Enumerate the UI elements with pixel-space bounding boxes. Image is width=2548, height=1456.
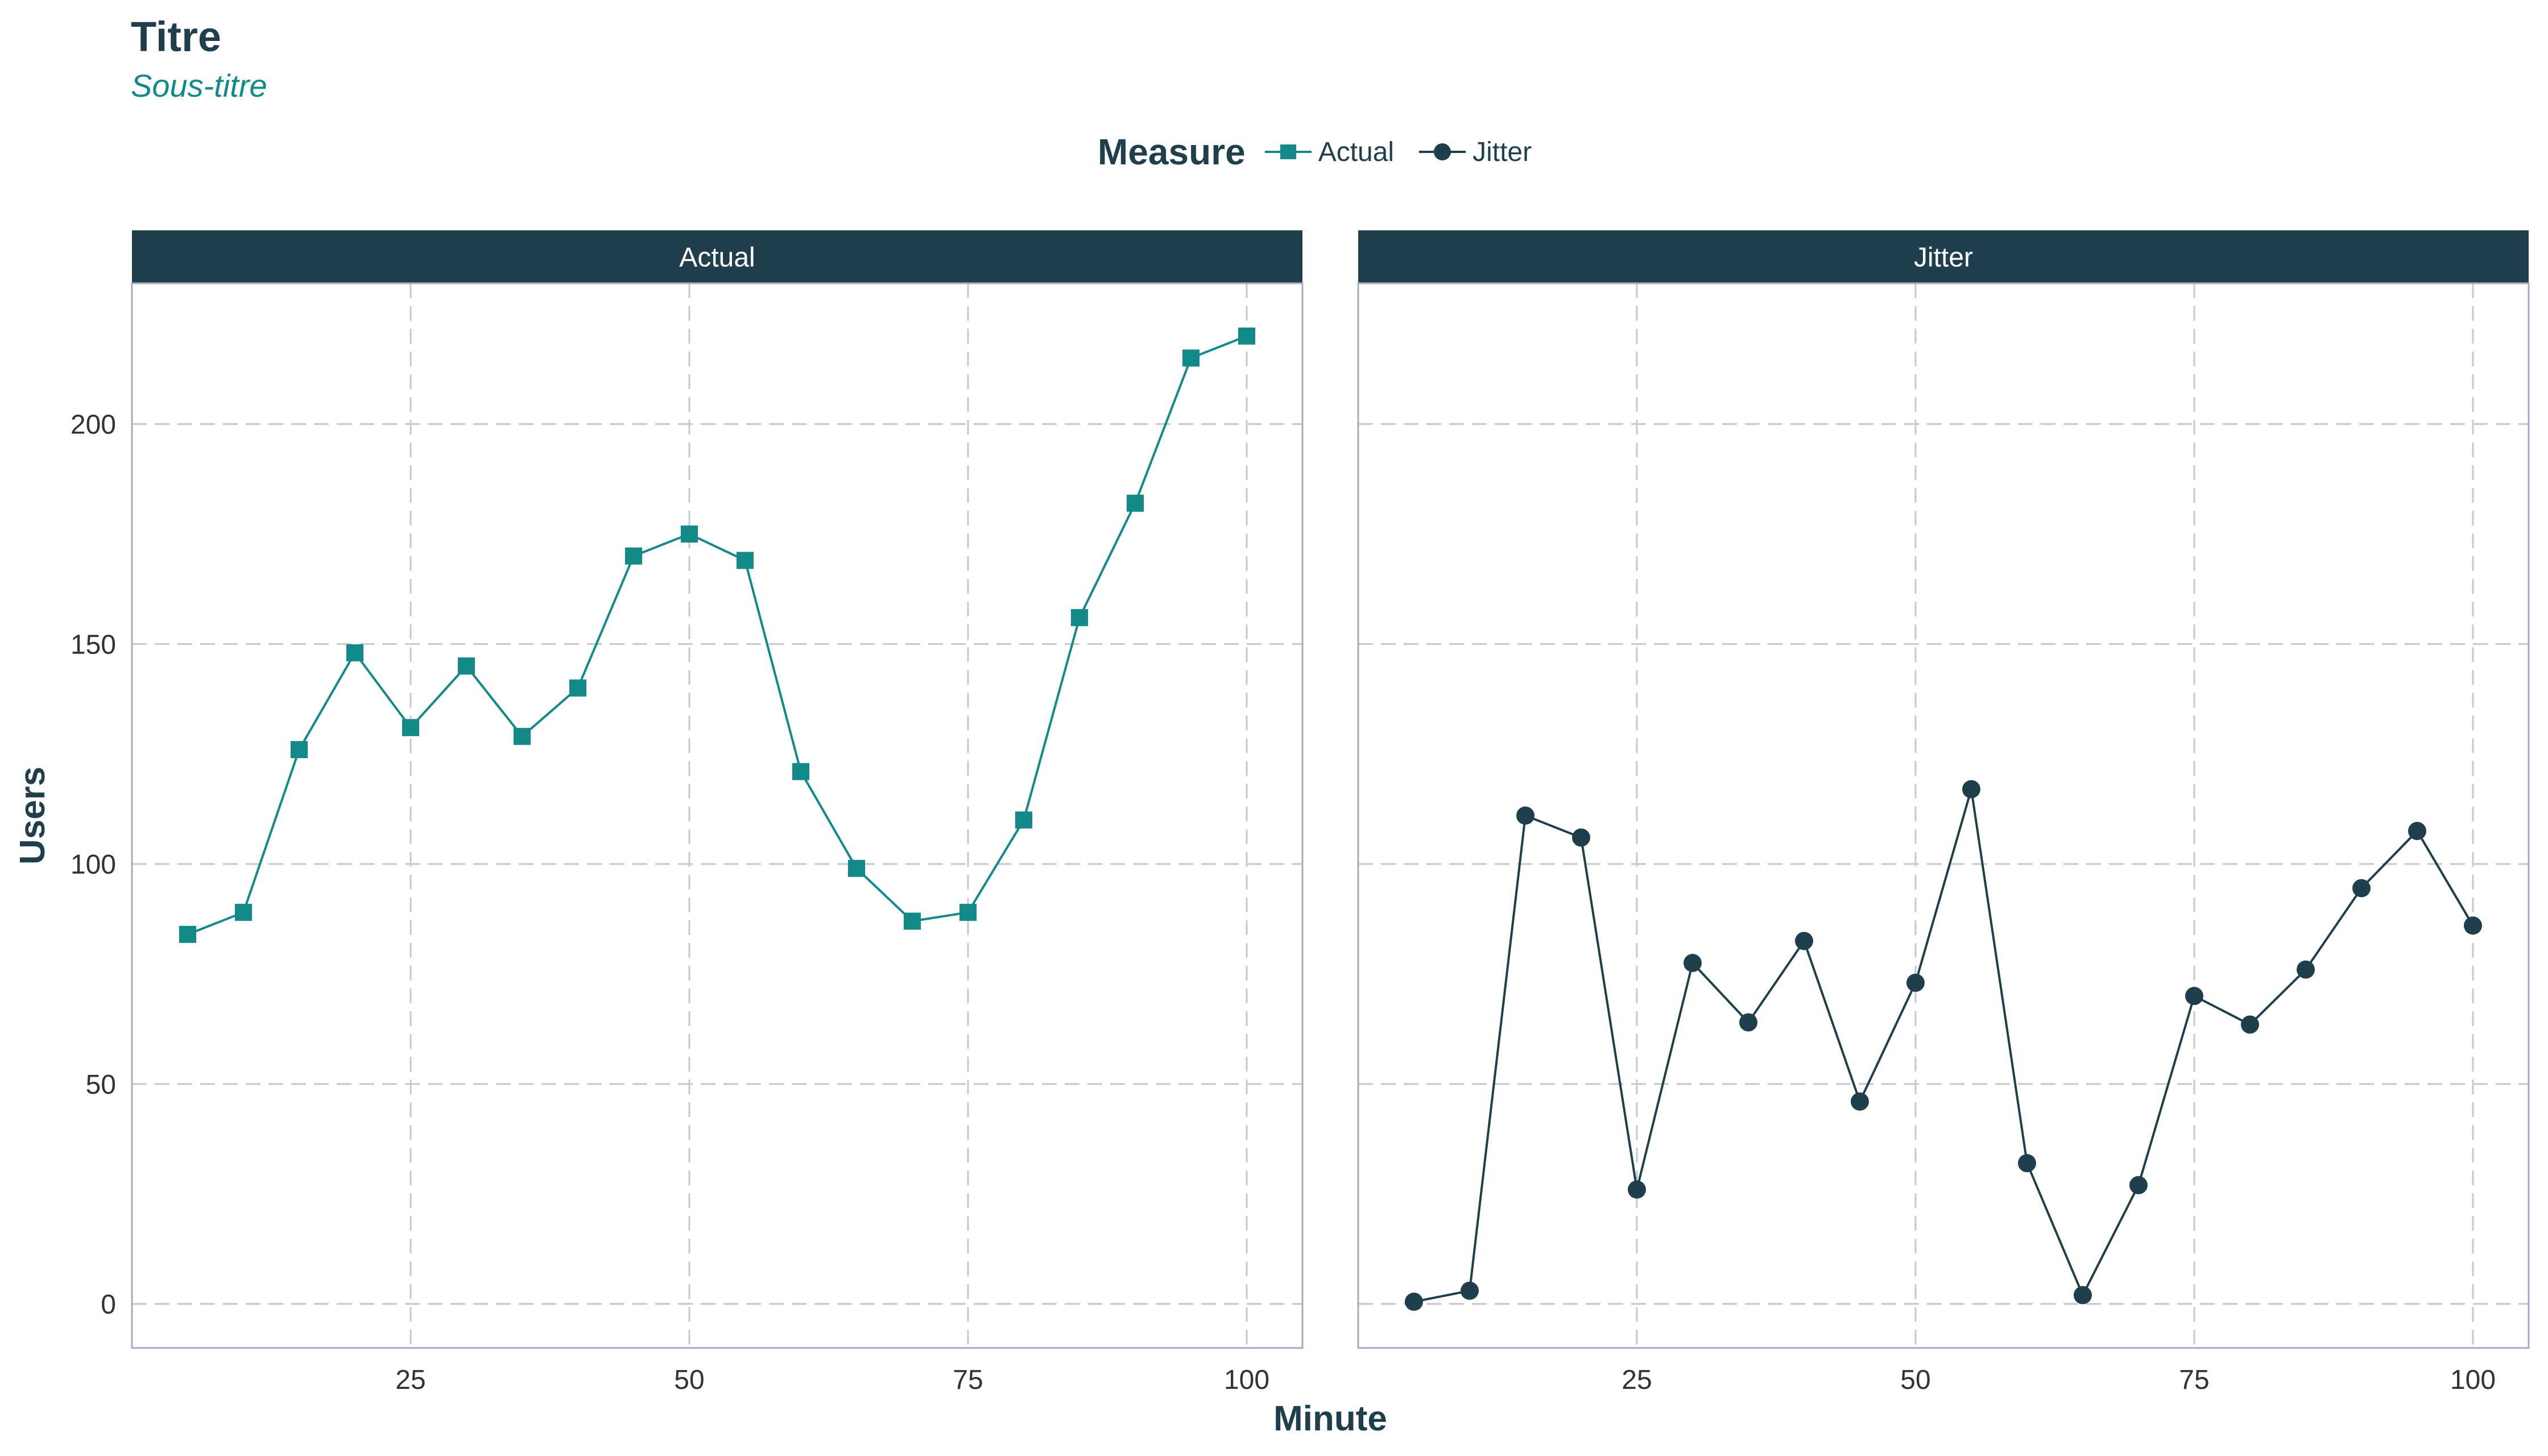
x-tick-label: 25 <box>395 1365 425 1395</box>
chart-title: Titre <box>131 13 222 60</box>
strip-background <box>132 230 1302 283</box>
data-point-circle <box>2074 1286 2092 1305</box>
data-point-square <box>569 679 586 697</box>
data-point-circle <box>1962 780 1980 799</box>
series-line-jitter <box>1413 789 2474 1303</box>
data-point-circle <box>2018 1154 2036 1173</box>
y-tick-label: 50 <box>86 1070 116 1100</box>
data-point-circle <box>1739 1013 1757 1032</box>
data-point-square <box>959 904 977 921</box>
panel-jitter: Jitter 25 50 75 100 <box>1357 230 2530 1395</box>
series-line-actual <box>187 334 1247 936</box>
data-point-square <box>514 727 531 745</box>
data-point-square <box>1127 494 1144 512</box>
data-point-circle <box>2185 987 2203 1006</box>
data-point-square <box>681 525 698 543</box>
data-point-square <box>1071 609 1088 626</box>
data-point-circle <box>1516 806 1534 825</box>
x-axis-title: Minute <box>1273 1399 1387 1438</box>
x-tick-label: 50 <box>674 1365 704 1395</box>
legend-label-jitter: Jitter <box>1472 136 1532 167</box>
panel-actual: Actual 25 50 75 100 0 50 100 150 200 <box>71 230 1304 1395</box>
data-point-square <box>848 859 865 877</box>
strip-background <box>1358 230 2529 283</box>
strip-label: Jitter <box>1914 243 1973 273</box>
data-point-circle <box>2129 1176 2148 1194</box>
data-point-square <box>792 763 809 780</box>
x-tick-label: 100 <box>2450 1365 2496 1395</box>
data-point-square <box>346 644 363 661</box>
legend-title: Measure <box>1098 131 1246 172</box>
y-tick-label: 150 <box>71 630 116 660</box>
panel-border <box>1357 282 2530 1349</box>
data-point-circle <box>1628 1180 1646 1199</box>
data-point-circle <box>1795 932 1813 950</box>
x-tick-label: 75 <box>2179 1365 2209 1395</box>
panel-border <box>131 282 1304 1349</box>
data-point-square <box>235 904 252 921</box>
data-point-circle <box>1906 973 1925 992</box>
data-point-square <box>625 547 642 565</box>
x-tick-label: 25 <box>1622 1365 1652 1395</box>
data-point-circle <box>2297 960 2315 979</box>
data-point-circle <box>2241 1015 2259 1034</box>
x-tick-label: 100 <box>1224 1365 1269 1395</box>
data-point-square <box>1182 349 1199 367</box>
y-tick-label: 200 <box>71 410 116 440</box>
data-point-circle <box>2408 822 2426 841</box>
legend-item-actual: Actual <box>1263 135 1394 169</box>
data-point-circle <box>1851 1092 1869 1111</box>
data-point-circle <box>1405 1292 1423 1311</box>
chart-subtitle: Sous-titre <box>131 68 267 104</box>
legend-label-actual: Actual <box>1318 136 1395 167</box>
y-axis-title: Users <box>13 767 52 864</box>
data-point-circle <box>1684 954 1702 973</box>
data-point-square <box>402 719 419 737</box>
y-tick-label: 0 <box>101 1290 116 1320</box>
x-tick-label: 75 <box>953 1365 983 1395</box>
data-point-circle <box>2464 916 2482 935</box>
data-point-square <box>179 925 196 943</box>
legend-key-circle-icon <box>1419 143 1466 160</box>
data-point-square <box>1238 327 1255 345</box>
data-point-square <box>458 657 475 675</box>
data-point-square <box>291 741 308 758</box>
y-tick-label: 100 <box>71 850 116 880</box>
legend-item-jitter: Jitter <box>1417 135 1532 169</box>
data-point-circle <box>2352 879 2371 897</box>
data-point-circle <box>1572 828 1590 847</box>
strip-label: Actual <box>679 243 755 273</box>
data-point-square <box>737 552 754 569</box>
legend-key-square-icon <box>1264 144 1312 159</box>
legend: Measure Actual Jitter <box>1098 128 1554 176</box>
data-point-square <box>904 912 921 930</box>
x-tick-label: 50 <box>1900 1365 1930 1395</box>
data-point-circle <box>1461 1281 1479 1300</box>
data-point-square <box>1015 811 1032 829</box>
